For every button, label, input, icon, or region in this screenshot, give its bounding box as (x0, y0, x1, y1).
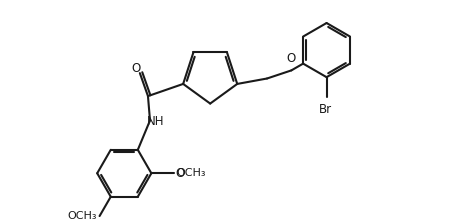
Text: O: O (286, 52, 296, 65)
Text: OCH₃: OCH₃ (177, 168, 206, 178)
Text: Br: Br (319, 103, 332, 116)
Text: O: O (132, 62, 141, 75)
Text: OCH₃: OCH₃ (67, 211, 97, 221)
Text: O: O (176, 167, 185, 180)
Text: NH: NH (148, 115, 165, 128)
